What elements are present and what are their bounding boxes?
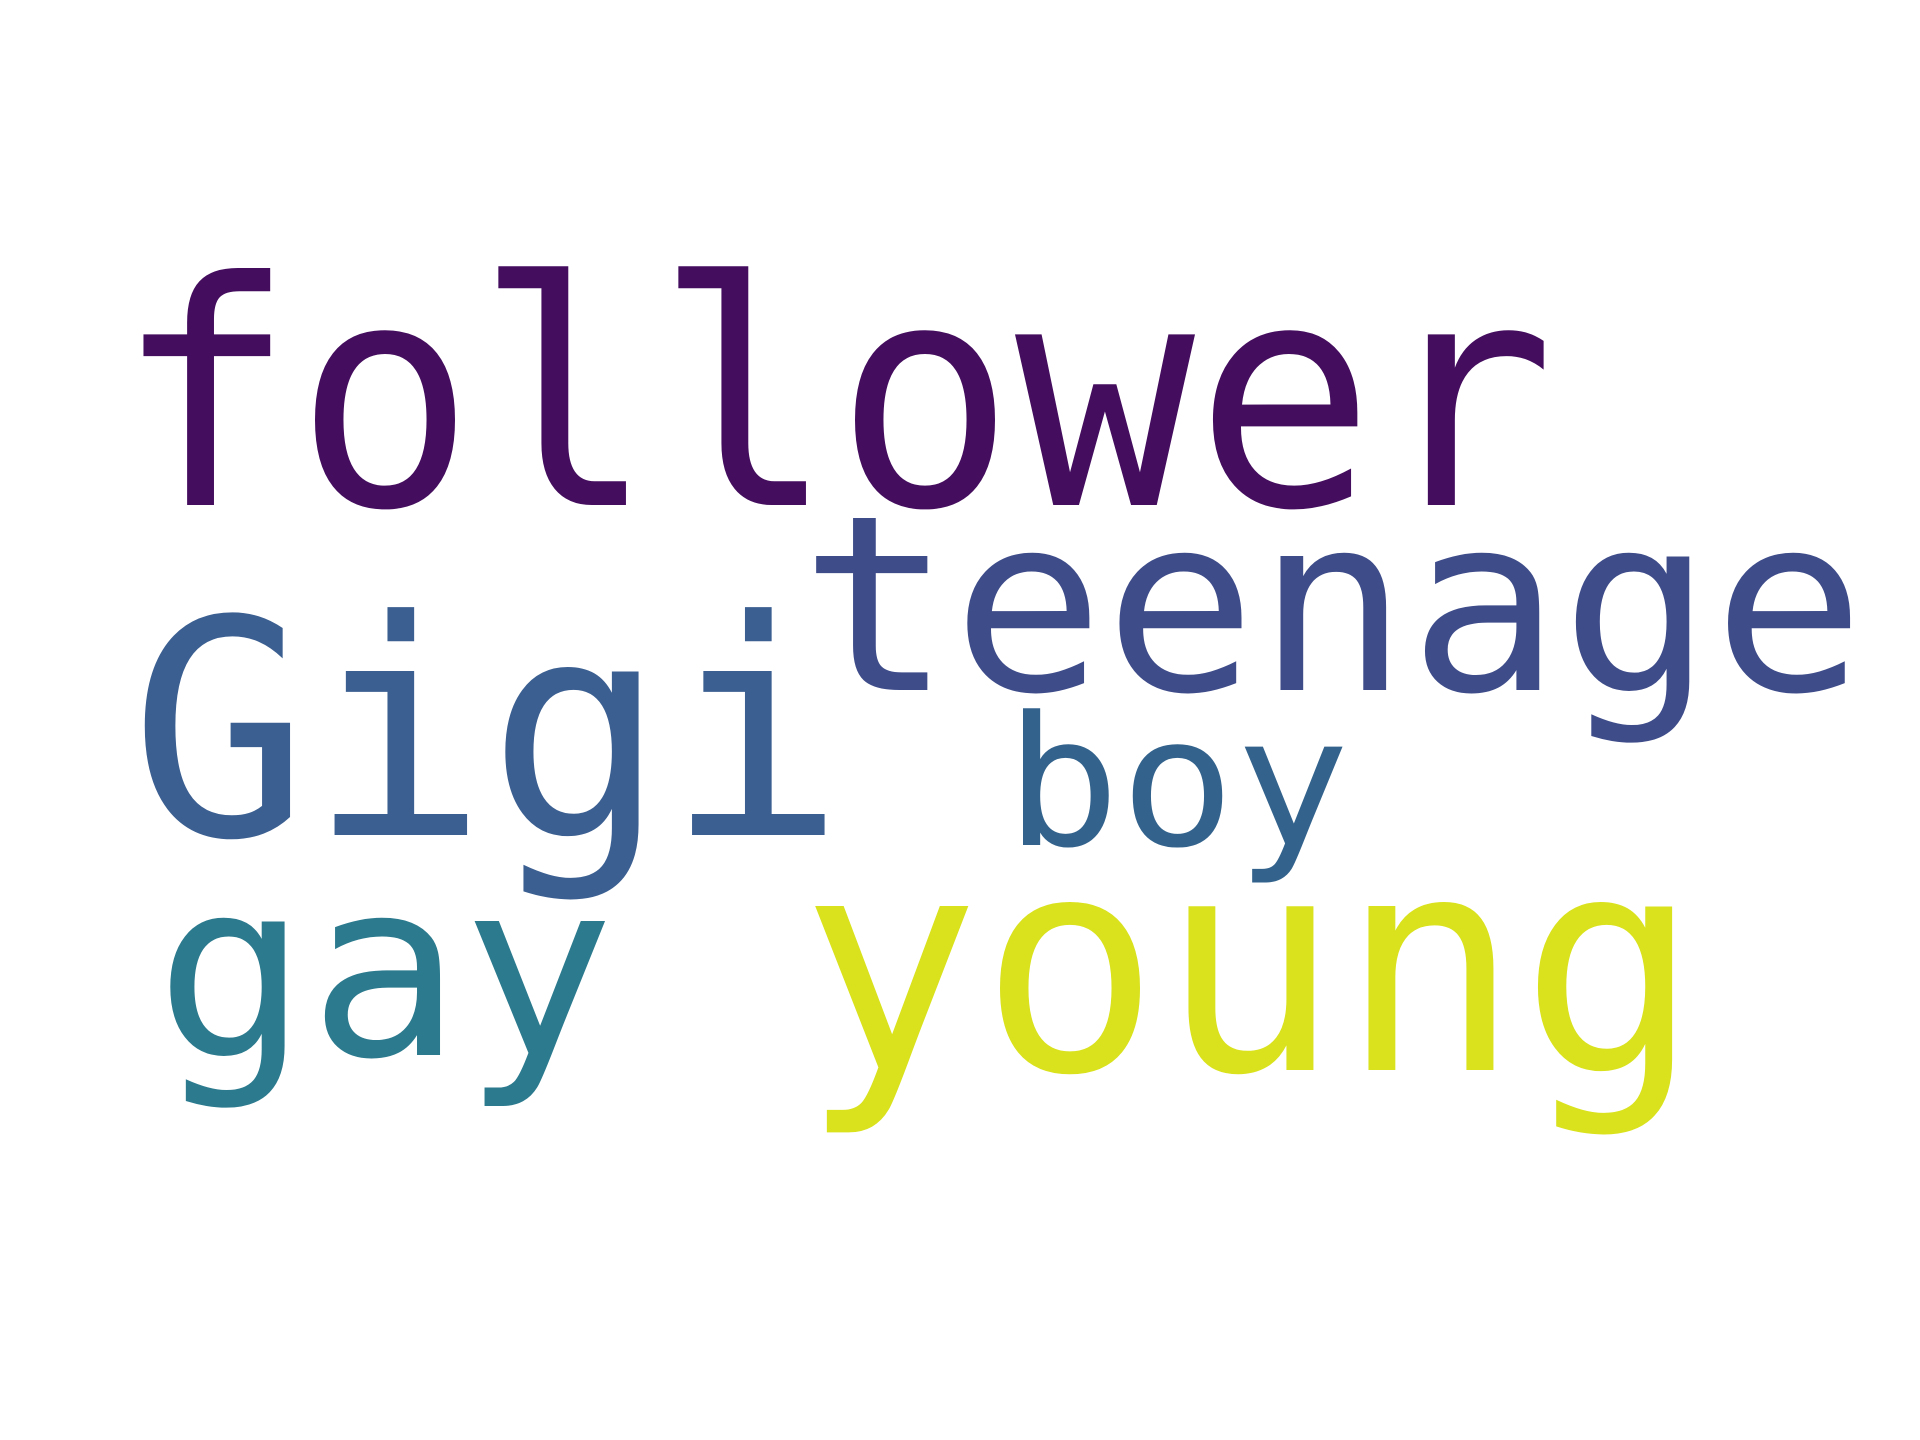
word-gay: gay [155, 828, 615, 1113]
word-boy: boy [1005, 679, 1350, 888]
word-follower: follower [115, 215, 1555, 579]
word-teenage: teenage [800, 463, 1865, 748]
word-young: young [800, 792, 1700, 1141]
word-gigi: Gigi [130, 557, 845, 906]
